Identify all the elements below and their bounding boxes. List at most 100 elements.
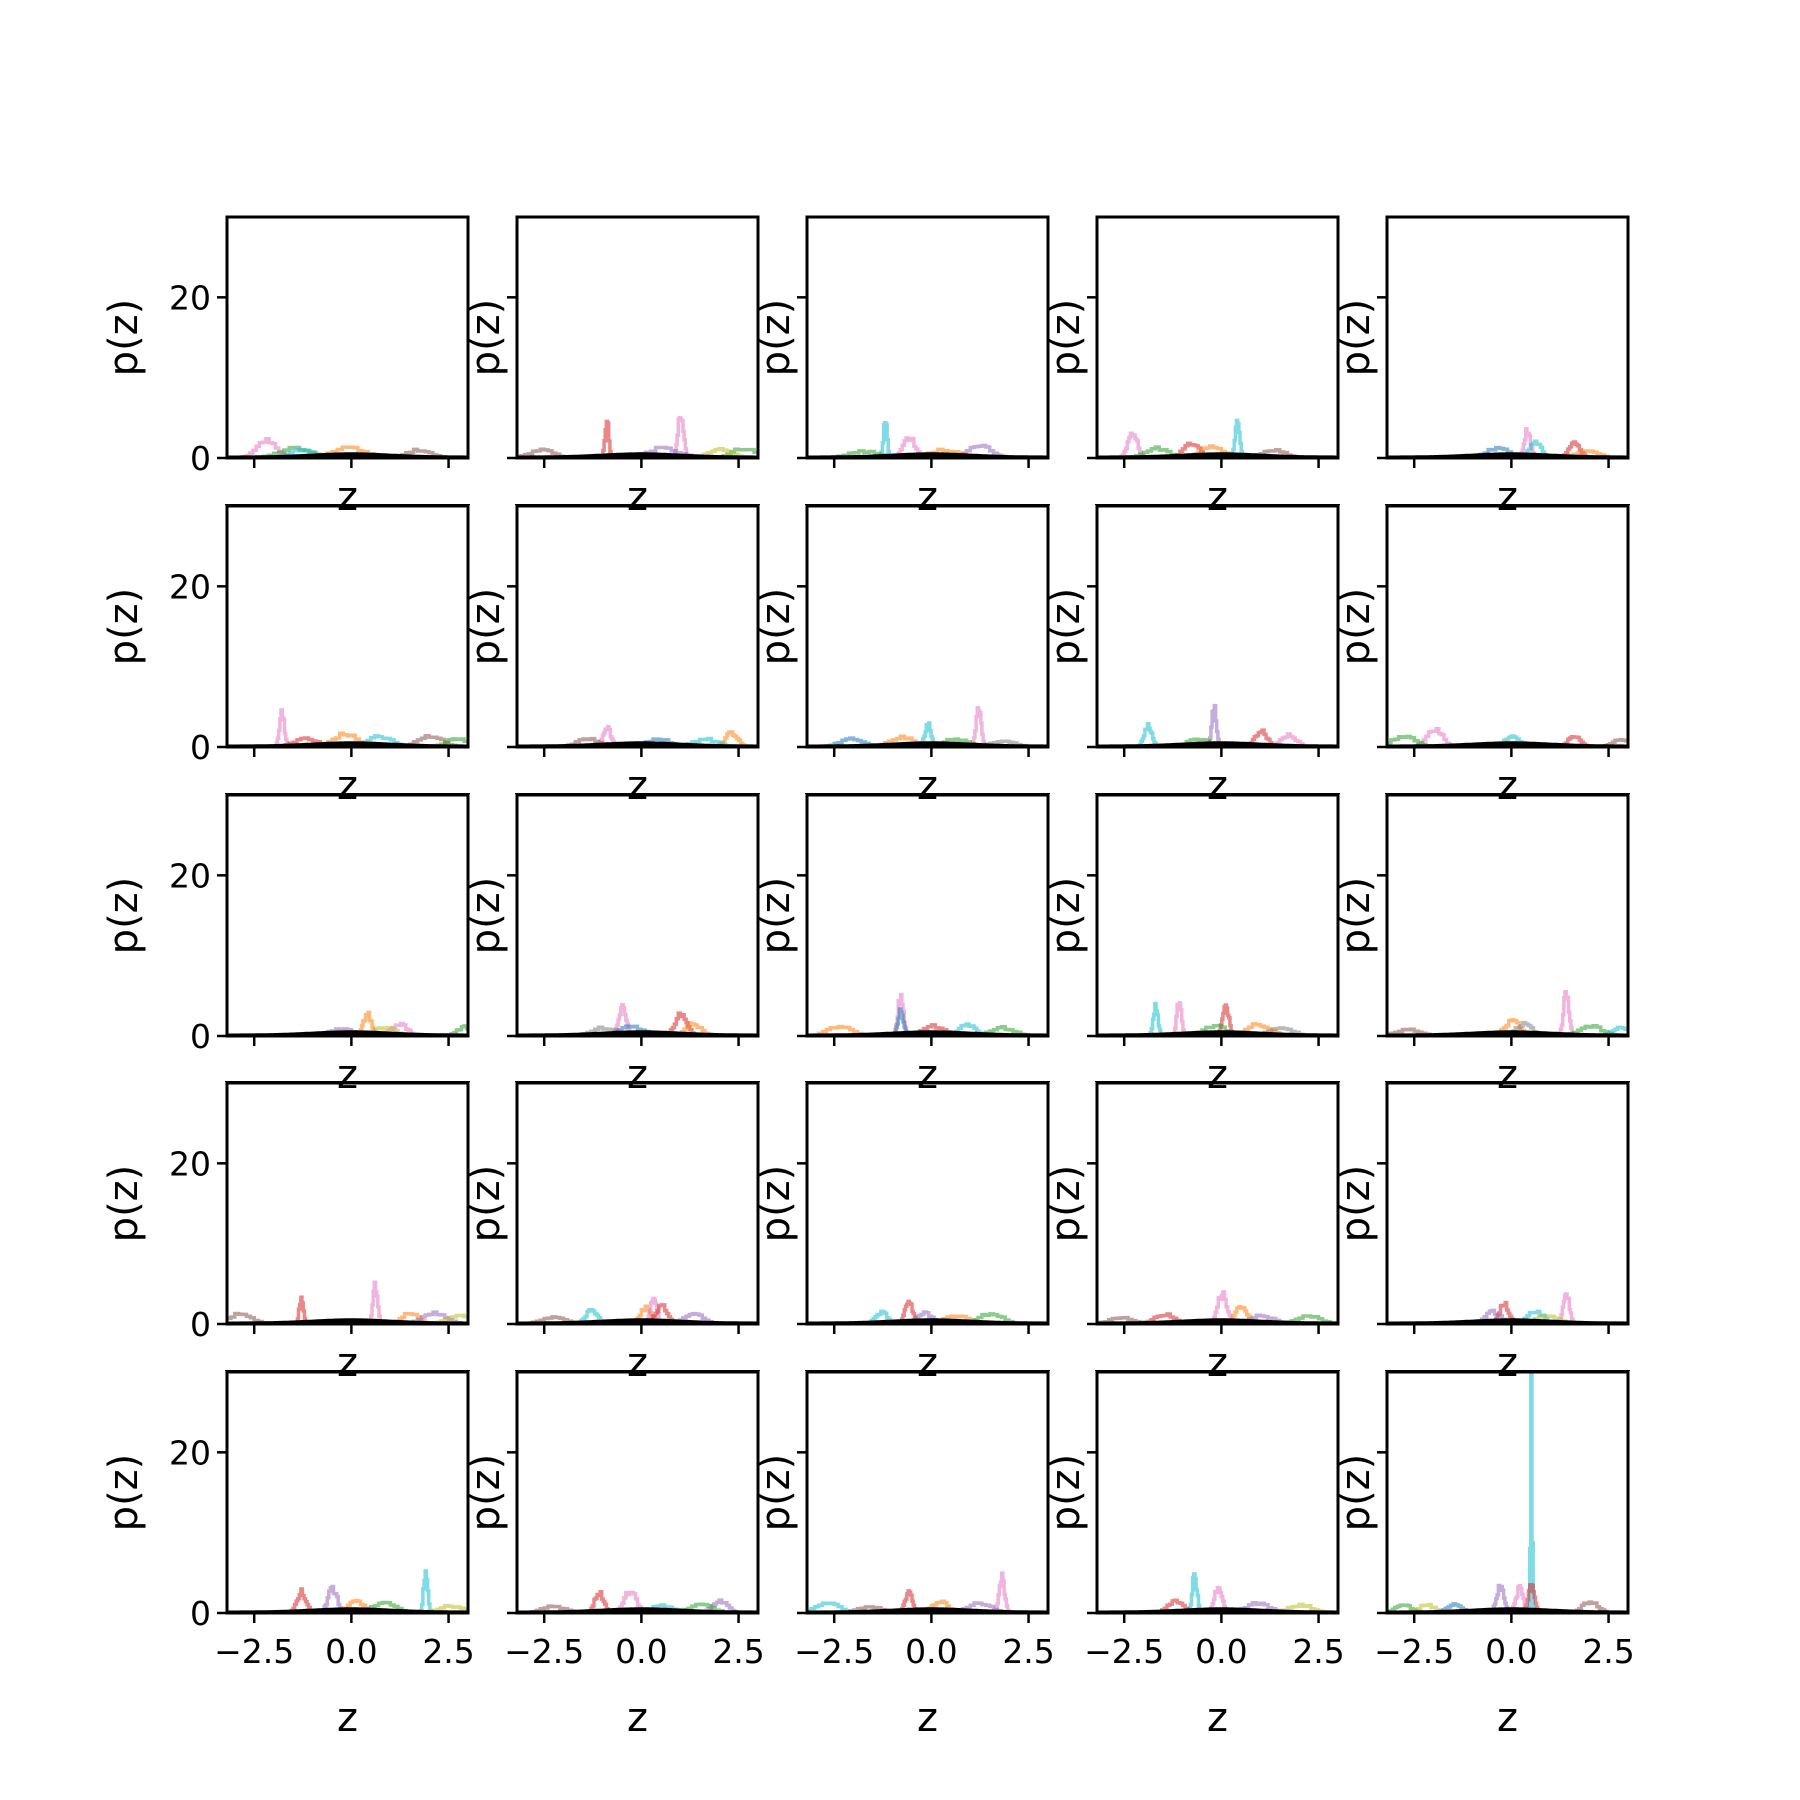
pdf-curve-2 bbox=[1469, 1300, 1538, 1324]
plot-area bbox=[1387, 989, 1628, 1036]
panel-5-4: −2.5 0.0 2.5 p(z) z bbox=[1043, 1370, 1345, 1741]
x-tick-label: 0.0 bbox=[615, 1632, 667, 1671]
y-tick-label: 0 bbox=[190, 1017, 211, 1056]
pdf-curve-3 bbox=[1387, 734, 1465, 747]
plot-area bbox=[1097, 418, 1338, 458]
pdf-curve-1 bbox=[335, 1010, 398, 1036]
plot-area bbox=[227, 1010, 468, 1036]
panel-3-5: p(z) z bbox=[1333, 793, 1630, 1098]
plot-area bbox=[807, 421, 1048, 458]
panel-1-3: p(z) z bbox=[753, 215, 1050, 520]
panel-4-2: p(z) z bbox=[463, 1081, 760, 1386]
axes-frame bbox=[805, 215, 1050, 460]
x-axis-label: z bbox=[627, 1052, 648, 1098]
pdf-curve-1 bbox=[1537, 1292, 1594, 1324]
y-tick-label: 0 bbox=[190, 728, 211, 767]
panel-5-5: −2.5 0.0 2.5 p(z) z bbox=[1333, 1370, 1635, 1741]
x-tick-label: −2.5 bbox=[214, 1632, 294, 1671]
frame-top-edge bbox=[1385, 504, 1630, 505]
panel-2-3: p(z) z bbox=[753, 504, 1050, 809]
x-tick-label: 0.0 bbox=[1485, 1632, 1537, 1671]
frame-top-edge bbox=[805, 793, 1050, 794]
y-tick-label: 0 bbox=[190, 1594, 211, 1633]
frame-top-edge bbox=[1095, 504, 1340, 505]
x-tick-label: 2.5 bbox=[422, 1632, 474, 1671]
x-axis-label: z bbox=[337, 763, 358, 809]
panel-2-1: 0 20 p(z) z bbox=[101, 504, 470, 809]
y-tick-label: 20 bbox=[169, 1144, 211, 1183]
plot-area bbox=[517, 416, 758, 458]
axes-frame bbox=[1385, 215, 1630, 460]
frame-top-edge bbox=[1095, 793, 1340, 794]
x-axis-label: z bbox=[337, 1340, 358, 1386]
panel-4-1: 0 20 p(z) z bbox=[101, 1081, 470, 1386]
panel-1-1: 0 20 p(z) z bbox=[101, 215, 470, 520]
x-tick-label: 2.5 bbox=[1002, 1632, 1054, 1671]
pdf-curve-1 bbox=[575, 725, 638, 747]
plot-area bbox=[227, 1569, 468, 1613]
y-axis-label: p(z) bbox=[1333, 1165, 1379, 1243]
plot-area bbox=[1387, 427, 1628, 458]
x-axis-label: z bbox=[337, 1052, 358, 1098]
plot-area bbox=[807, 706, 1048, 747]
panel-3-4: p(z) z bbox=[1043, 793, 1340, 1098]
x-axis-label: z bbox=[1497, 1695, 1518, 1741]
y-axis-label: p(z) bbox=[1043, 877, 1089, 955]
axes-frame bbox=[1385, 793, 1630, 1038]
x-axis-label: z bbox=[337, 474, 358, 520]
x-axis-label: z bbox=[627, 474, 648, 520]
y-axis-label: p(z) bbox=[463, 877, 509, 955]
plot-area bbox=[1097, 1290, 1338, 1324]
pdf-curve-1 bbox=[951, 706, 1005, 747]
x-axis-label: z bbox=[917, 1052, 938, 1098]
pdf-curve-2 bbox=[1502, 1583, 1559, 1613]
pdf-curve-1 bbox=[1169, 1572, 1220, 1613]
y-axis-label: p(z) bbox=[1043, 1165, 1089, 1243]
frame-top-edge bbox=[225, 504, 470, 505]
pdf-curve-3 bbox=[625, 1296, 681, 1324]
axes-frame bbox=[1095, 1081, 1340, 1326]
plot-area bbox=[1387, 726, 1628, 747]
frame-top-edge bbox=[225, 1081, 470, 1082]
x-tick-label: −2.5 bbox=[794, 1632, 874, 1671]
pdf-curve-2 bbox=[266, 1587, 336, 1613]
x-axis-label: z bbox=[627, 1340, 648, 1386]
frame-top-edge bbox=[1385, 1370, 1630, 1371]
y-tick-label: 0 bbox=[190, 1305, 211, 1344]
x-axis-label: z bbox=[917, 1695, 938, 1741]
pdf-curve-2 bbox=[653, 416, 707, 458]
pdf-curve-2 bbox=[1534, 735, 1613, 747]
panel-2-5: p(z) z bbox=[1333, 504, 1630, 809]
axes-frame bbox=[1095, 215, 1340, 460]
panel-3-1: 0 20 p(z) z bbox=[101, 793, 470, 1098]
pdf-curve-1 bbox=[401, 1569, 449, 1613]
panel-5-3: −2.5 0.0 2.5 p(z) z bbox=[753, 1370, 1055, 1741]
pdf-curve-2 bbox=[1116, 722, 1179, 747]
y-tick-label: 20 bbox=[169, 856, 211, 895]
x-axis-label: z bbox=[1497, 763, 1518, 809]
x-axis-label: z bbox=[1497, 474, 1518, 520]
y-tick-label: 20 bbox=[169, 278, 211, 317]
pdf-curve-1 bbox=[1539, 989, 1593, 1036]
pdf-curve-2 bbox=[349, 1280, 400, 1324]
pdf-curve-3 bbox=[807, 1601, 889, 1613]
panel-5-1: −2.5 0.0 2.5 0 20 p(z) z bbox=[101, 1370, 475, 1741]
x-tick-label: −2.5 bbox=[504, 1632, 584, 1671]
axes-frame bbox=[1095, 793, 1340, 1038]
frame-top-edge bbox=[1385, 1081, 1630, 1082]
panel-1-5: p(z) z bbox=[1333, 215, 1630, 520]
frame-top-edge bbox=[1385, 793, 1630, 794]
plot-area bbox=[807, 1299, 1048, 1324]
axes-frame bbox=[515, 1081, 760, 1326]
y-axis-label: p(z) bbox=[753, 299, 799, 377]
plot-area bbox=[517, 1589, 758, 1613]
x-tick-label: 2.5 bbox=[712, 1632, 764, 1671]
axes-frame bbox=[515, 215, 760, 460]
y-axis-label: p(z) bbox=[753, 1165, 799, 1243]
x-tick-label: 2.5 bbox=[1582, 1632, 1634, 1671]
plot-area bbox=[807, 1571, 1048, 1613]
y-axis-label: p(z) bbox=[753, 877, 799, 955]
x-tick-label: −2.5 bbox=[1084, 1632, 1164, 1671]
pdf-curve-1 bbox=[873, 992, 927, 1036]
plot-area bbox=[1097, 703, 1338, 747]
